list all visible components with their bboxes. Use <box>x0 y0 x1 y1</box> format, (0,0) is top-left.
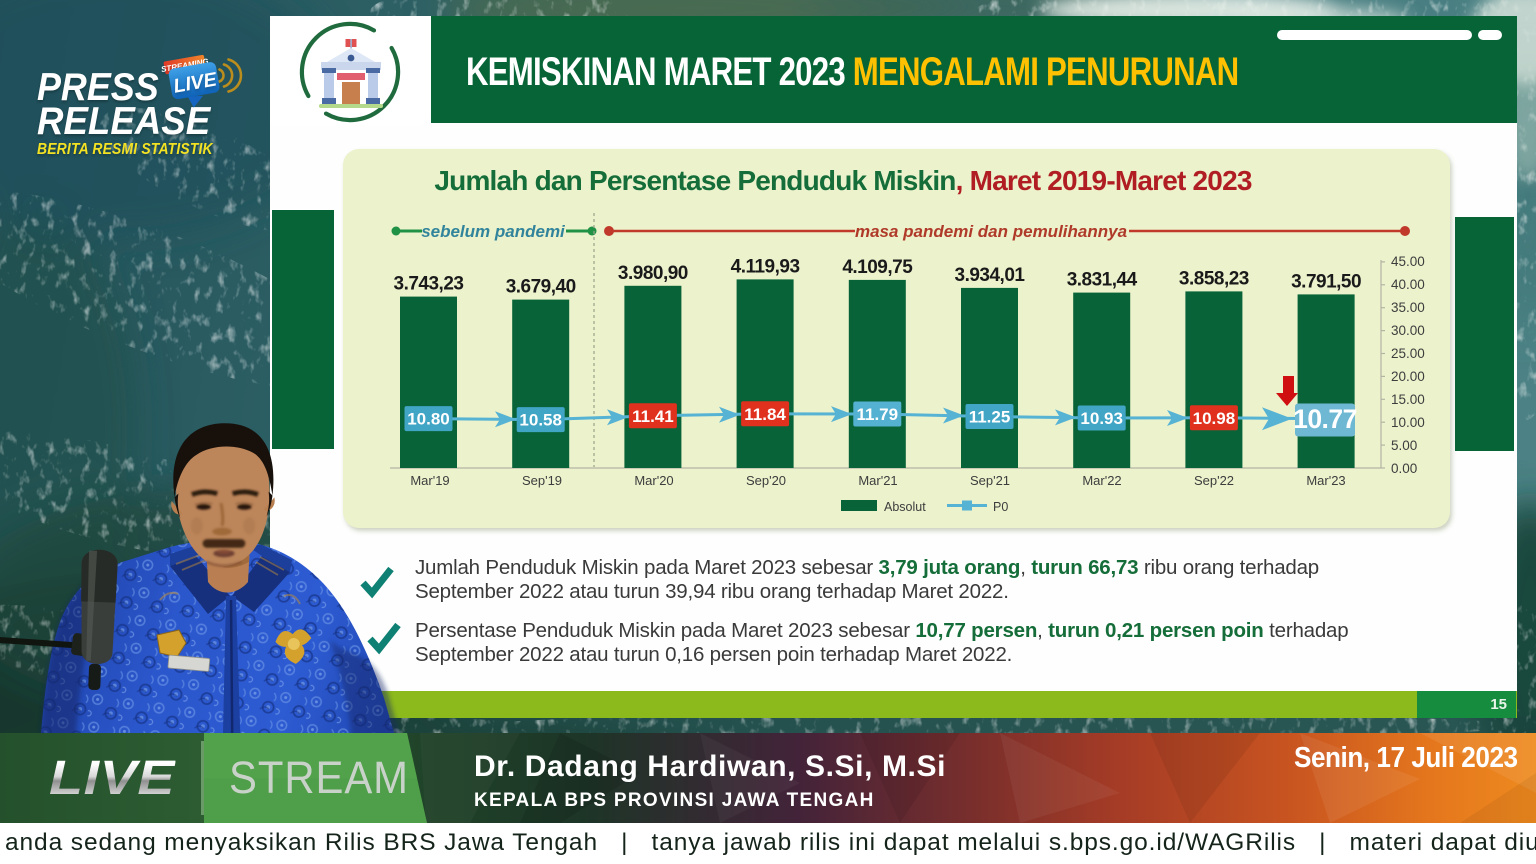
svg-text:10.00: 10.00 <box>1391 415 1425 430</box>
svg-text:45.00: 45.00 <box>1391 254 1425 269</box>
svg-text:11.84: 11.84 <box>744 405 786 424</box>
svg-text:Sep'22: Sep'22 <box>1194 473 1234 488</box>
svg-text:10.93: 10.93 <box>1080 409 1123 428</box>
svg-text:Mar'19: Mar'19 <box>410 473 449 488</box>
svg-text:Mar'21: Mar'21 <box>858 473 897 488</box>
svg-text:25.00: 25.00 <box>1391 346 1425 361</box>
svg-text:15.00: 15.00 <box>1391 392 1425 407</box>
svg-text:10.80: 10.80 <box>407 410 450 429</box>
svg-text:Sep'20: Sep'20 <box>746 473 786 488</box>
svg-text:35.00: 35.00 <box>1391 300 1425 315</box>
svg-text:11.25: 11.25 <box>969 408 1011 427</box>
svg-text:10.77: 10.77 <box>1293 404 1357 434</box>
svg-text:3.679,40: 3.679,40 <box>506 277 576 298</box>
svg-text:20.00: 20.00 <box>1391 369 1425 384</box>
svg-text:masa pandemi dan pemulihannya: masa pandemi dan pemulihannya <box>855 222 1127 241</box>
svg-text:Sep'19: Sep'19 <box>522 473 562 488</box>
svg-text:Absolut: Absolut <box>884 500 926 514</box>
svg-text:Mar'20: Mar'20 <box>634 473 673 488</box>
svg-text:Jumlah dan Persentase Penduduk: Jumlah dan Persentase Penduduk Miskin, M… <box>434 165 1251 196</box>
svg-text:Sep'21: Sep'21 <box>970 473 1010 488</box>
svg-text:5.00: 5.00 <box>1391 438 1417 453</box>
svg-text:P0: P0 <box>993 500 1008 514</box>
svg-text:4.119,93: 4.119,93 <box>731 256 800 277</box>
svg-text:Mar'22: Mar'22 <box>1082 473 1121 488</box>
svg-text:3.791,50: 3.791,50 <box>1291 271 1361 292</box>
svg-text:10.58: 10.58 <box>519 411 562 430</box>
svg-text:30.00: 30.00 <box>1391 323 1425 338</box>
svg-text:11.79: 11.79 <box>856 405 898 424</box>
svg-text:40.00: 40.00 <box>1391 277 1425 292</box>
svg-text:4.109,75: 4.109,75 <box>842 257 913 278</box>
svg-text:0.00: 0.00 <box>1391 461 1417 476</box>
svg-text:3.858,23: 3.858,23 <box>1179 268 1249 289</box>
svg-text:3.831,44: 3.831,44 <box>1067 270 1138 291</box>
svg-text:3.980,90: 3.980,90 <box>618 263 688 284</box>
svg-text:sebelum pandemi: sebelum pandemi <box>421 222 566 241</box>
svg-text:3.934,01: 3.934,01 <box>955 265 1026 286</box>
svg-text:3.743,23: 3.743,23 <box>394 274 464 295</box>
svg-text:11.41: 11.41 <box>632 407 674 426</box>
svg-text:10.98: 10.98 <box>1193 409 1236 428</box>
svg-text:Mar'23: Mar'23 <box>1306 473 1345 488</box>
